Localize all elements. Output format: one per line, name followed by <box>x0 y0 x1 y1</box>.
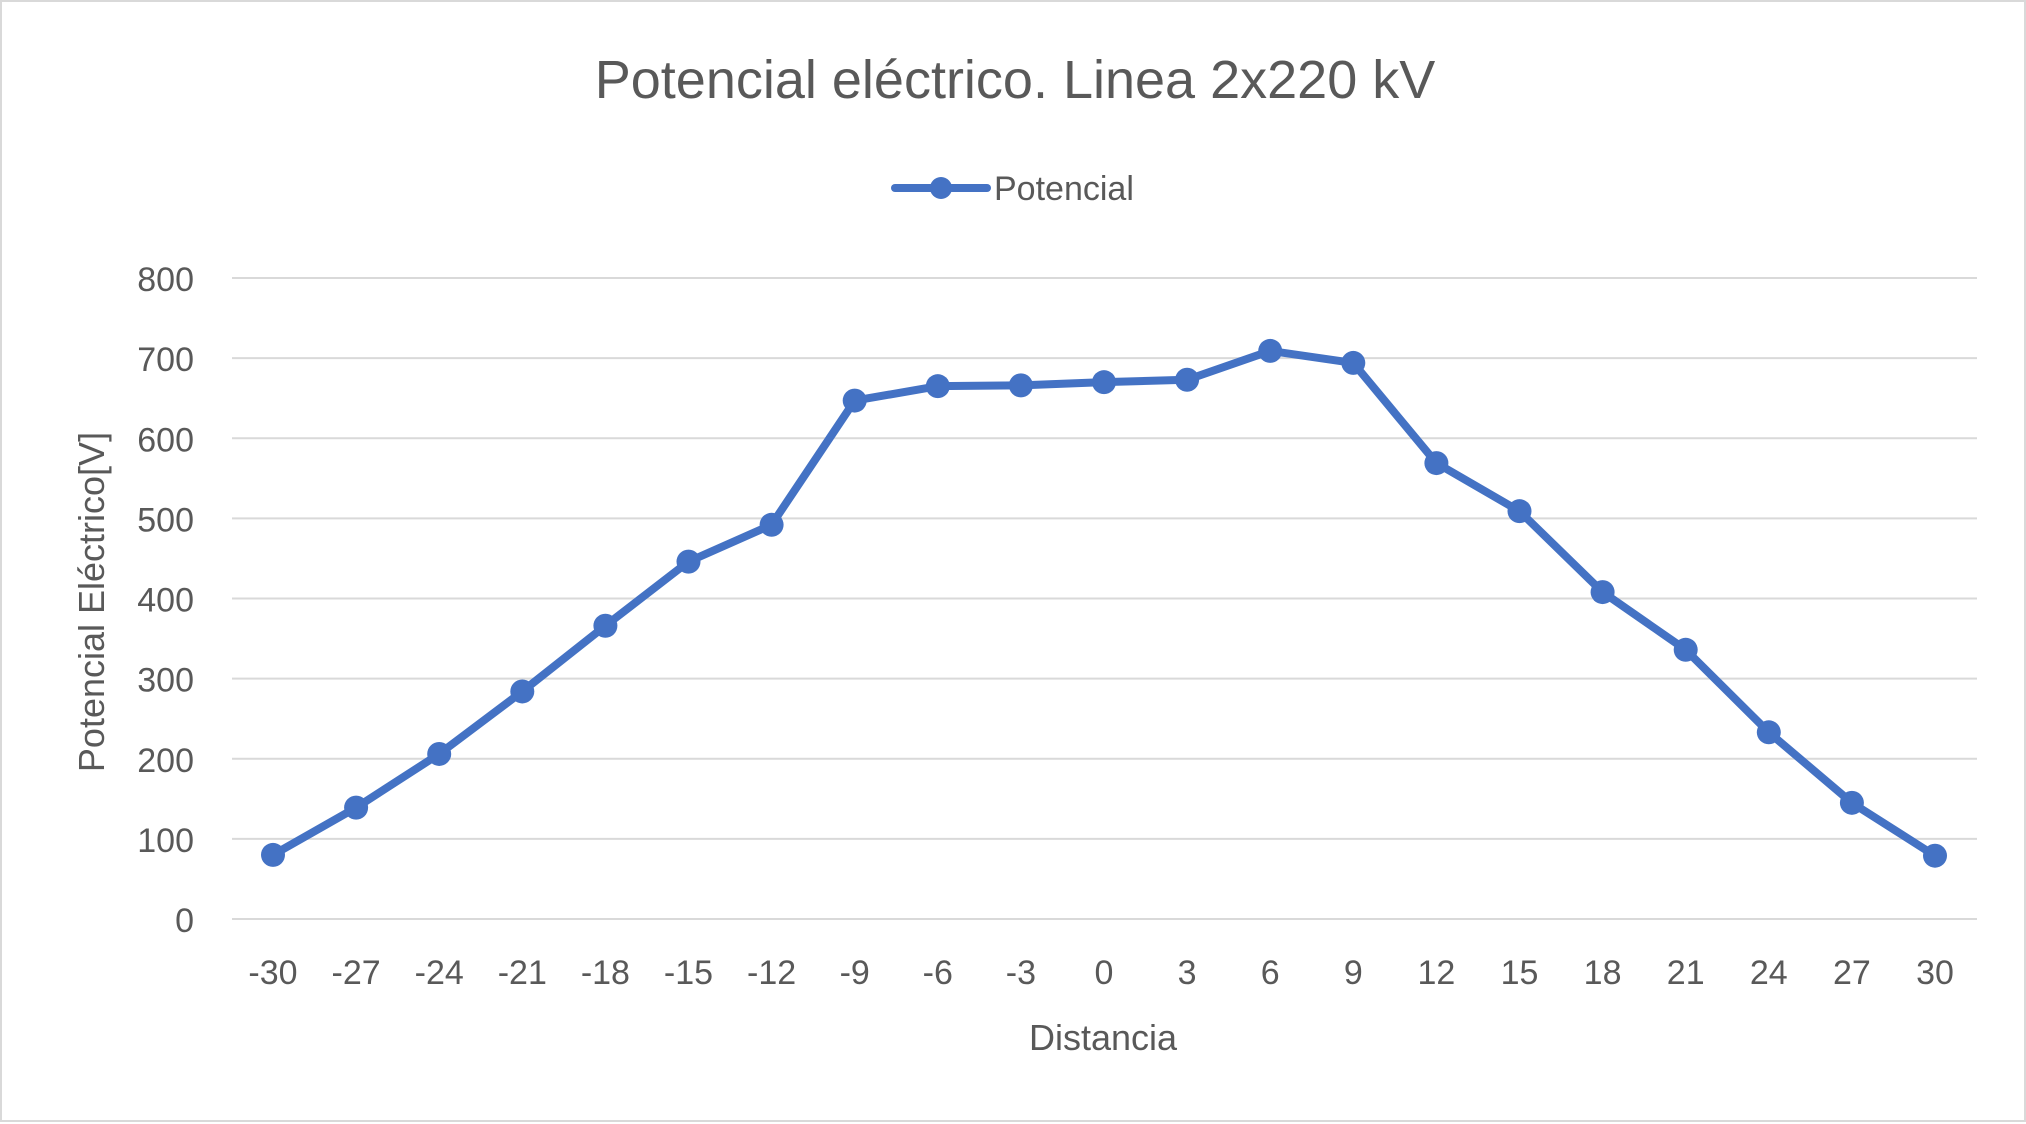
series-line <box>269 346 1939 860</box>
x-tick-label: 18 <box>1584 954 1622 992</box>
data-point <box>1590 580 1615 605</box>
data-point <box>676 549 701 574</box>
data-point <box>593 613 618 638</box>
data-point <box>1424 451 1449 476</box>
y-tick-label: 200 <box>137 742 194 780</box>
data-point <box>1258 338 1283 363</box>
x-tick-label: -12 <box>747 954 796 992</box>
x-tick-label: 15 <box>1501 954 1539 992</box>
data-point <box>1008 373 1033 398</box>
y-tick-label: 400 <box>137 582 194 620</box>
x-axis-title: Distancia <box>1029 1017 1178 1058</box>
data-point <box>1923 843 1947 868</box>
y-axis-title: Potencial Eléctrico[V] <box>71 432 112 772</box>
x-tick-label: 27 <box>1833 954 1871 992</box>
x-tick-label: -3 <box>1006 954 1036 992</box>
y-axis-ticks: 0 100 200 300 400 500 600 700 800 <box>137 261 194 940</box>
y-tick-label: 800 <box>137 261 194 299</box>
data-point <box>842 388 867 413</box>
data-point <box>759 512 784 537</box>
data-point <box>1673 637 1698 662</box>
data-point <box>1839 790 1864 815</box>
legend-series-label: Potencial <box>994 170 1134 208</box>
x-tick-label: 0 <box>1095 954 1114 992</box>
x-tick-label: -24 <box>415 954 464 992</box>
y-tick-label: 100 <box>137 822 194 860</box>
x-tick-label: -21 <box>498 954 547 992</box>
data-point <box>1092 370 1116 395</box>
data-point <box>1756 720 1781 745</box>
x-tick-label: 12 <box>1417 954 1455 992</box>
data-point <box>261 842 285 867</box>
x-tick-label: 21 <box>1667 954 1705 992</box>
x-tick-label: 24 <box>1750 954 1788 992</box>
legend-series-marker <box>930 177 952 199</box>
series-potencial <box>261 338 1947 868</box>
x-tick-label: -30 <box>248 954 297 992</box>
x-tick-label: 9 <box>1344 954 1363 992</box>
y-tick-label: 600 <box>137 421 194 459</box>
data-point <box>1175 367 1200 392</box>
legend: Potencial <box>891 170 1134 208</box>
data-point <box>1507 499 1532 524</box>
x-tick-label: 30 <box>1916 954 1954 992</box>
x-tick-label: 3 <box>1178 954 1197 992</box>
y-tick-label: 700 <box>137 341 194 379</box>
x-tick-label: -9 <box>840 954 870 992</box>
gridlines <box>232 277 1977 920</box>
data-point <box>344 795 369 820</box>
x-axis-ticks: -30 -27 -24 -21 -18 -15 -12 -9 -6 -3 0 3 6 9 12 15 18 21 2… <box>248 954 1953 992</box>
chart-title: Potencial eléctrico. Linea 2x220 kV <box>595 50 1436 110</box>
x-tick-label: -18 <box>581 954 630 992</box>
data-point <box>427 741 452 766</box>
data-point <box>510 679 535 704</box>
x-tick-label: -6 <box>923 954 953 992</box>
data-point <box>1341 350 1366 375</box>
data-point <box>925 374 950 399</box>
y-tick-label: 500 <box>137 501 194 539</box>
x-tick-label: -27 <box>332 954 381 992</box>
x-tick-label: -15 <box>664 954 713 992</box>
y-tick-label: 0 <box>175 902 194 940</box>
y-tick-label: 300 <box>137 662 194 700</box>
x-tick-label: 6 <box>1261 954 1280 992</box>
